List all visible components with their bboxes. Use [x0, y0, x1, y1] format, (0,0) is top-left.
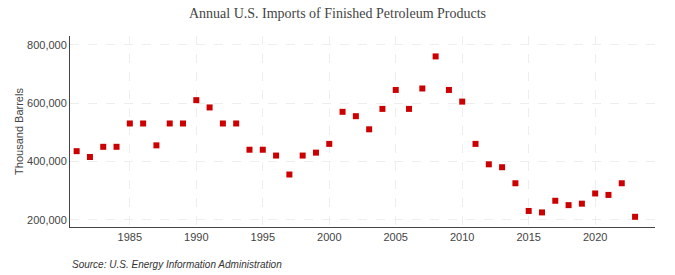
svg-text:800,000: 800,000	[27, 39, 67, 51]
svg-text:400,000: 400,000	[27, 155, 67, 167]
svg-text:2010: 2010	[450, 231, 474, 243]
svg-text:600,000: 600,000	[27, 97, 67, 109]
svg-text:Thousand Barrels: Thousand Barrels	[13, 88, 25, 175]
svg-text:2000: 2000	[317, 231, 341, 243]
svg-text:1985: 1985	[118, 231, 142, 243]
svg-text:1995: 1995	[251, 231, 275, 243]
svg-text:200,000: 200,000	[27, 214, 67, 226]
svg-text:1990: 1990	[184, 231, 208, 243]
svg-text:2005: 2005	[383, 231, 407, 243]
svg-text:2015: 2015	[516, 231, 540, 243]
svg-text:2020: 2020	[583, 231, 607, 243]
svg-text:Annual U.S. Imports of Finishe: Annual U.S. Imports of Finished Petroleu…	[189, 6, 486, 21]
svg-text:Source: U.S. Energy Informatio: Source: U.S. Energy Information Administ…	[72, 259, 282, 270]
